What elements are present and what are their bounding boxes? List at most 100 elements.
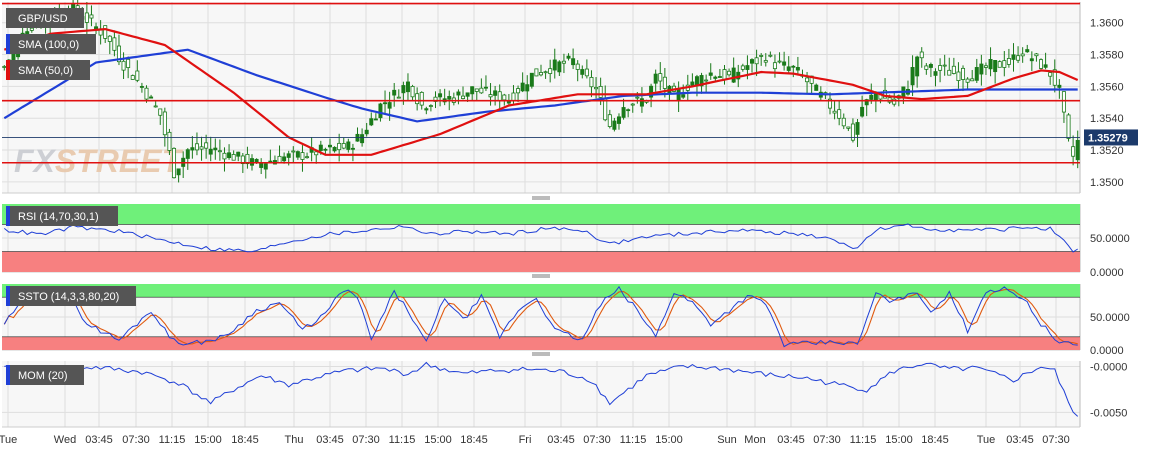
candle-body — [745, 65, 750, 70]
candle-body — [539, 72, 543, 76]
candle-body — [566, 55, 571, 59]
candle-body — [621, 107, 626, 118]
candle-body — [323, 148, 328, 151]
candle-body — [759, 55, 764, 57]
candle-body — [493, 90, 498, 96]
candle-body — [89, 14, 94, 19]
candle-body — [938, 65, 943, 71]
candle-body — [1025, 49, 1030, 53]
candle-body — [988, 59, 993, 70]
pane-ssto: 0.0000 50.0000 SSTO (14,3,3,80,20) — [2, 284, 1130, 357]
watermark-street: STREET — [55, 143, 184, 179]
candle-body — [557, 61, 562, 73]
ssto-label-bg — [6, 286, 136, 306]
candle-body — [282, 156, 287, 162]
candle-body — [548, 68, 553, 74]
candle-body — [268, 160, 273, 163]
y-tick-label: 1.3500 — [1090, 177, 1124, 189]
candle-body — [961, 67, 966, 80]
candle-body — [419, 91, 424, 106]
candle-body — [392, 89, 397, 96]
candle-body — [915, 56, 920, 77]
candle-body — [227, 152, 232, 159]
x-tick-label: 15:00 — [194, 434, 222, 446]
candle-body — [561, 60, 566, 64]
candle-body — [208, 148, 213, 155]
candle-body — [1052, 69, 1057, 86]
candle-body — [314, 151, 319, 156]
candle-body — [318, 144, 323, 151]
candle-body — [350, 147, 355, 150]
candle-body — [924, 65, 929, 70]
candle-body — [1071, 146, 1076, 157]
candle-body — [364, 129, 369, 135]
candle-body — [956, 71, 961, 81]
candle-body — [1066, 114, 1071, 139]
candle-body — [860, 106, 865, 117]
x-tick-label: 03:45 — [316, 434, 344, 446]
candle-body — [1002, 60, 1007, 68]
sma100-legend-bg — [6, 34, 96, 54]
x-tick-label: 07:30 — [1042, 434, 1070, 446]
x-tick-label: 07:30 — [583, 434, 611, 446]
candle-body — [970, 78, 975, 82]
candle-body — [1039, 59, 1044, 69]
candle-body — [979, 63, 984, 75]
candle-body — [837, 109, 842, 119]
candle-body — [630, 103, 635, 106]
candle-body — [447, 96, 452, 100]
candle-body — [997, 61, 1002, 68]
candle-body — [387, 102, 392, 109]
candle-body — [713, 76, 718, 79]
y-tick-label: -0.0050 — [1090, 407, 1127, 419]
candle-body — [846, 126, 851, 129]
candle-body — [740, 65, 745, 70]
fxstreet-watermark: FXSTREET — [14, 143, 184, 179]
candle-body — [176, 168, 181, 176]
x-tick-label: 07:30 — [813, 434, 841, 446]
candle-body — [107, 35, 112, 42]
candle-body — [1020, 53, 1025, 57]
candle-body — [750, 59, 755, 64]
x-tick-label: 18:45 — [231, 434, 259, 446]
candle-body — [291, 150, 296, 153]
candle-body — [483, 86, 488, 89]
candle-body — [103, 25, 108, 39]
x-tick-label: Fri — [519, 434, 532, 446]
ssto-main-line — [3, 285, 1078, 348]
candle-body — [250, 158, 254, 166]
candle-body — [850, 123, 855, 141]
candle-body — [401, 85, 406, 94]
rsi-label: RSI (14,70,30,1) — [18, 211, 99, 223]
candle-body — [259, 162, 264, 168]
candle-body — [277, 155, 282, 164]
candle-body — [217, 150, 222, 153]
candle-body — [951, 65, 956, 74]
x-tick-label: 18:45 — [921, 434, 949, 446]
candle-body — [470, 86, 475, 95]
candle-body — [1006, 58, 1011, 65]
candle-body — [699, 75, 704, 87]
candle-body — [438, 93, 443, 98]
candle-body — [782, 61, 787, 66]
candle-body — [584, 68, 589, 77]
overbought-zone — [2, 204, 1080, 225]
candle-body — [612, 120, 617, 130]
mom-label-bg — [6, 365, 84, 385]
candle-body — [341, 143, 346, 149]
pane-rsi: 0.0000 50.0000 RSI (14,70,30,1) — [2, 204, 1130, 279]
candle-body — [814, 84, 819, 91]
candle-body — [832, 110, 837, 114]
candle-body — [240, 155, 245, 165]
candle-body — [222, 152, 227, 160]
candle-body — [254, 158, 259, 163]
candle-body — [616, 116, 621, 124]
candle-body — [295, 151, 300, 158]
sma50-legend: SMA (50,0) — [18, 65, 73, 77]
candle-body — [130, 75, 135, 80]
y-tick-label: 0.0000 — [1090, 267, 1124, 279]
candle-body — [231, 154, 236, 161]
candle-body — [974, 67, 979, 81]
candle-body — [29, 27, 34, 31]
candle-body — [465, 92, 470, 97]
